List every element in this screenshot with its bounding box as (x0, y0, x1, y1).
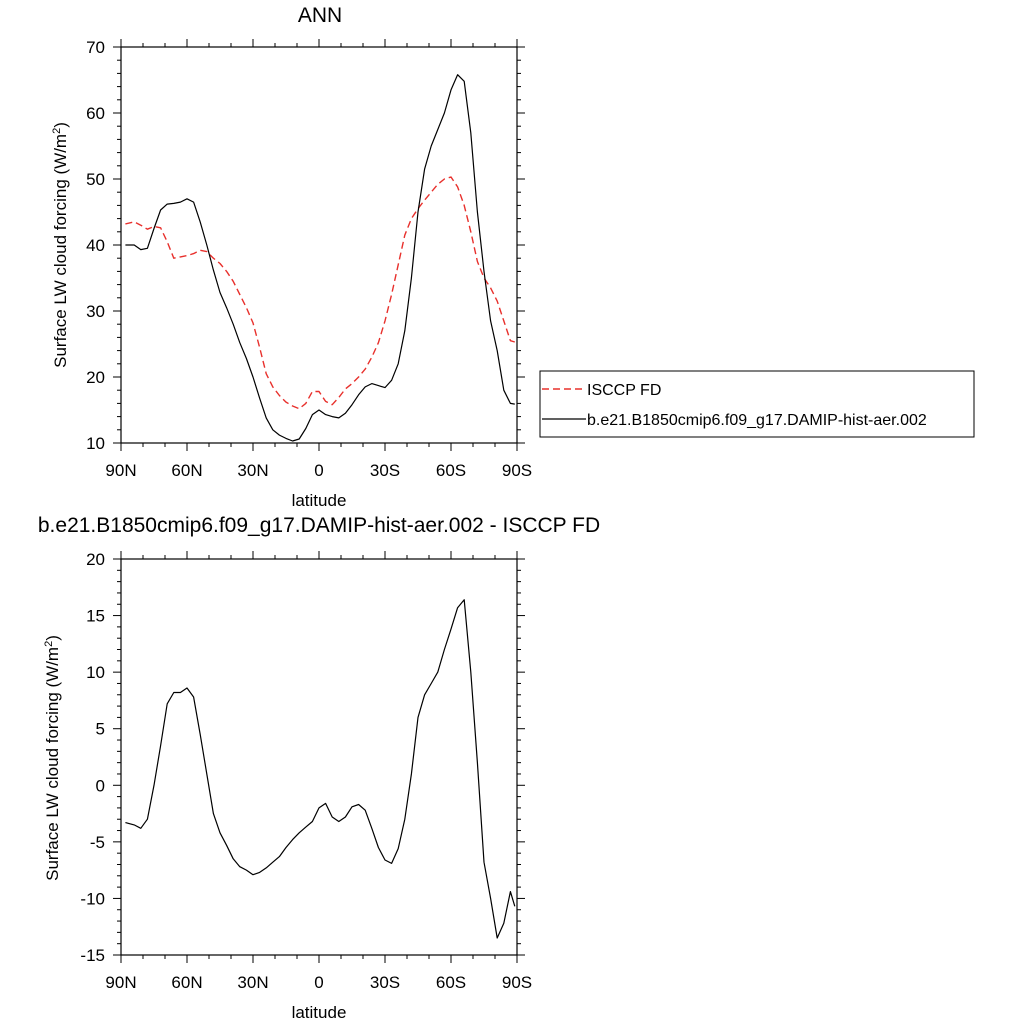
legend: ISCCP FD b.e21.B1850cmip6.f09_g17.DAMIP-… (539, 370, 975, 438)
bottom-x-tick-label: 60N (171, 973, 202, 992)
top-x-tick-label: 30S (370, 461, 400, 480)
bottom-plot-frame (120, 558, 518, 956)
top-panel: ANN 10 20 30 40 50 60 70 90N 60N 30N 0 30S 60S 90S la… (51, 4, 975, 510)
top-x-axis-label: latitude (292, 491, 347, 510)
bottom-x-axis-label: latitude (292, 1003, 347, 1022)
bottom-y-axis-label-main: Surface LW cloud forcing (W/m (43, 647, 62, 881)
top-chart-title: ANN (298, 4, 342, 27)
top-y-axis-label: Surface LW cloud forcing (W/m2) (51, 122, 70, 368)
top-x-tick-label: 90N (105, 461, 136, 480)
bottom-y-axis-label-superscript: 2 (43, 641, 55, 647)
bottom-series-model-line (125, 599, 516, 939)
legend-label-isccp: ISCCP FD (587, 382, 661, 399)
legend-box (539, 370, 975, 438)
top-y-tick-label: 40 (86, 236, 105, 255)
top-x-tick-label: 60S (436, 461, 466, 480)
top-y-axis-label-close: ) (51, 122, 70, 128)
bottom-axes: -15 -10 -5 0 5 10 15 20 90N 60N 30N 0 30S 60S 90S (80, 550, 532, 992)
bottom-chart-title: b.e21.B1850cmip6.f09_g17.DAMIP-hist-aer.… (38, 514, 600, 537)
bottom-x-tick-label: 90S (502, 973, 532, 992)
bottom-x-tick-label: 90N (105, 973, 136, 992)
top-x-tick-label: 90S (502, 461, 532, 480)
bottom-x-tick-label: 30S (370, 973, 400, 992)
bottom-series-group (125, 599, 516, 939)
top-series-isccp-line (125, 176, 515, 410)
top-y-axis-label-main: Surface LW cloud forcing (W/m (51, 134, 70, 368)
bottom-y-tick-label: 10 (86, 663, 105, 682)
bottom-y-tick-label: 5 (96, 720, 105, 739)
top-y-tick-label: 60 (86, 104, 105, 123)
bottom-y-axis-label: Surface LW cloud forcing (W/m2) (43, 635, 62, 881)
bottom-y-tick-label: 15 (86, 607, 105, 626)
bottom-y-tick-label: -15 (80, 946, 105, 965)
bottom-y-tick-label: -10 (80, 889, 105, 908)
top-y-tick-label: 20 (86, 368, 105, 387)
top-y-tick-label: 10 (86, 434, 105, 453)
bottom-x-tick-label: 0 (314, 973, 323, 992)
top-y-tick-label: 70 (86, 38, 105, 57)
top-axes: 10 20 30 40 50 60 70 90N 60N 30N 0 30S 60S 90S (86, 38, 532, 480)
top-series-model-line (125, 74, 515, 442)
top-x-tick-label: 60N (171, 461, 202, 480)
bottom-y-axis-label-close: ) (43, 635, 62, 641)
top-y-axis-label-superscript: 2 (51, 128, 63, 134)
bottom-x-tick-label: 30N (237, 973, 268, 992)
top-y-tick-label: 30 (86, 302, 105, 321)
bottom-panel: b.e21.B1850cmip6.f09_g17.DAMIP-hist-aer.… (38, 514, 600, 1022)
bottom-y-tick-label: 20 (86, 550, 105, 569)
bottom-y-tick-label: -5 (90, 833, 105, 852)
top-plot-frame (120, 46, 518, 444)
top-series-group (125, 74, 515, 442)
top-x-tick-label: 30N (237, 461, 268, 480)
legend-label-model: b.e21.B1850cmip6.f09_g17.DAMIP-hist-aer.… (587, 412, 927, 429)
top-x-tick-label: 0 (314, 461, 323, 480)
bottom-y-tick-label: 0 (96, 776, 105, 795)
top-y-tick-label: 50 (86, 170, 105, 189)
bottom-x-tick-label: 60S (436, 973, 466, 992)
